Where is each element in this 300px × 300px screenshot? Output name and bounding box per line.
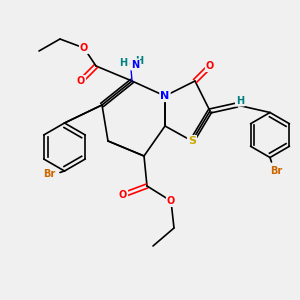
Text: O: O	[119, 190, 127, 200]
Text: N: N	[160, 91, 169, 101]
Text: O: O	[206, 61, 214, 71]
Text: O: O	[77, 76, 85, 86]
Text: Br: Br	[44, 169, 56, 179]
Text: O: O	[80, 43, 88, 53]
Text: N: N	[131, 59, 139, 70]
Text: Br: Br	[270, 166, 282, 176]
Text: O: O	[167, 196, 175, 206]
Text: H: H	[236, 95, 244, 106]
Text: S: S	[188, 136, 196, 146]
Text: H: H	[135, 56, 144, 67]
Text: H: H	[119, 58, 127, 68]
